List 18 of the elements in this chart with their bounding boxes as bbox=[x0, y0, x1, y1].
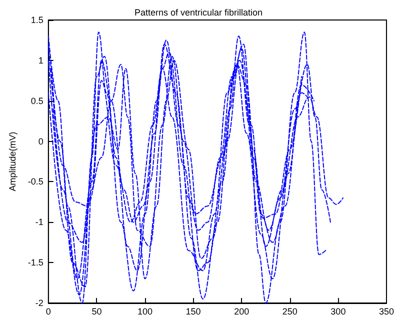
x-tick-label: 150 bbox=[186, 306, 201, 316]
x-tick-label: 50 bbox=[92, 306, 102, 316]
x-tick-label: 250 bbox=[282, 306, 298, 316]
y-tick-label: -1 bbox=[35, 217, 44, 228]
x-tick-label: 0 bbox=[46, 306, 51, 316]
y-tick-label: 1 bbox=[38, 55, 44, 66]
y-tick-label: -2 bbox=[35, 298, 44, 308]
x-tick-label: 350 bbox=[378, 306, 394, 316]
x-tick-label: 200 bbox=[234, 306, 250, 316]
chart-title: Patterns of ventricular fibrillation bbox=[134, 8, 263, 18]
x-tick-label: 300 bbox=[330, 306, 346, 316]
y-tick-label: 1.5 bbox=[30, 15, 44, 25]
y-axis-title: Amplitude(mV) bbox=[8, 132, 18, 192]
y-tick-label: 0.5 bbox=[30, 96, 44, 106]
y-tick-label: 0 bbox=[38, 136, 44, 146]
y-tick-label: -0.5 bbox=[28, 176, 44, 187]
y-tick-label: -1.5 bbox=[28, 258, 44, 268]
x-tick-label: 100 bbox=[137, 306, 153, 316]
